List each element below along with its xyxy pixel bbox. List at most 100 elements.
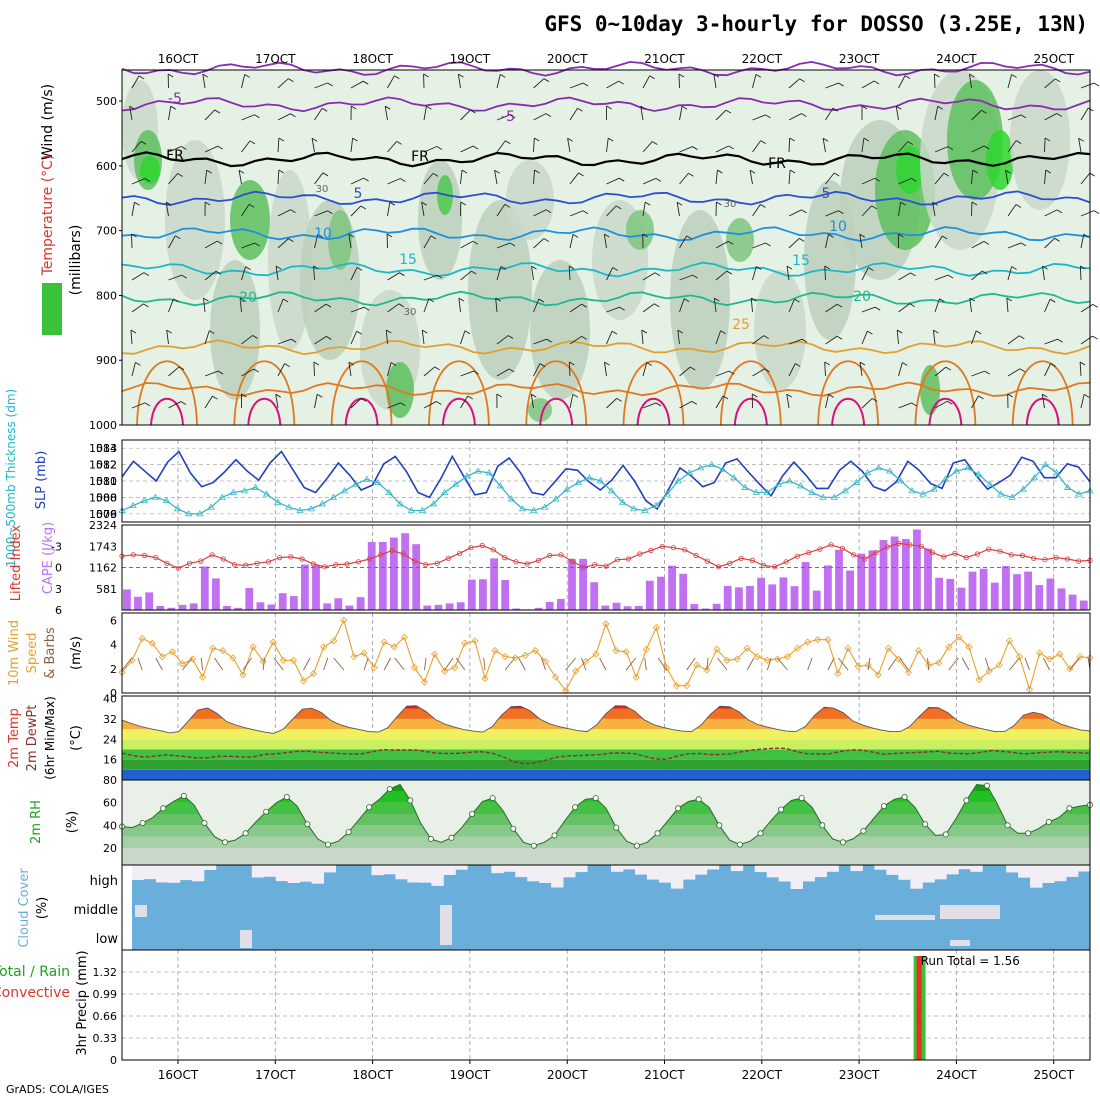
thickness-point [296,506,304,513]
wind-barb-flag [170,105,177,110]
date-label-bottom: 22OCT [742,1068,783,1082]
wind-barb-flag [350,105,357,110]
wind-barb-flag [765,114,771,119]
cape-bar [289,596,298,610]
precip-tick-label: 1.32 [93,966,118,979]
cape-bar [968,571,977,610]
wind-barb [423,106,427,121]
wind-barb [314,172,324,185]
wind-barb-flag [398,303,405,308]
wind-barb [969,298,972,313]
date-label-bottom: 24OCT [936,1068,977,1082]
wind-barb-flag [436,401,442,405]
cape-bar [512,608,521,610]
wind-barb-flag [717,169,723,174]
wind-barb-flag [244,73,250,78]
footer-credit: GrADS: COLA/IGES [6,1083,109,1096]
cape-bar [312,565,320,610]
panel-frame [121,612,1091,694]
wind-barb [168,146,182,153]
cape-bar [1024,571,1032,610]
wind-barb [934,366,947,377]
cape-bar [223,606,231,610]
wind-barb-flag [798,238,805,242]
wind-barb-flag [969,297,976,302]
rh-tick-label: 40 [103,819,117,832]
lifted-index-tick-label: -3 [51,540,62,553]
rh-point [716,822,723,829]
cloud-high-gap [646,865,660,880]
wind-barb [314,210,328,217]
thickness-point [507,495,516,502]
cloud-high-gap [754,865,768,873]
wind-barb [679,235,687,249]
rh-point [407,797,414,804]
wind-barb-10m [383,657,392,671]
cape-bar [501,580,510,610]
thickness-point [808,488,816,495]
wind-barb [533,137,535,153]
cape-bar [924,548,932,610]
wind-barb [788,363,796,377]
wind-barb [752,74,757,89]
wind-barb [1080,304,1093,313]
cloud-high-gap [191,865,205,882]
cape-bar [590,582,599,610]
wind-barb [460,370,474,377]
wind-barb-flag [467,395,474,400]
wind-barb [679,400,693,409]
wind-barb-flag [348,233,355,238]
rh-band [122,825,1090,837]
wind-barb-flag [386,329,392,334]
temperature-line [121,705,1091,734]
wind-speed-point [753,653,761,661]
wind-barb [1044,299,1051,313]
wind-barb [423,298,430,313]
ylabel-wind: Wind (m/s) [40,84,56,160]
wind-barb-flag [871,205,877,210]
wind-speed-point [491,647,499,655]
wind-speed-point [229,654,237,662]
lifted-index-point [749,557,755,564]
wind-barb-flag [363,80,369,85]
wind-barb [387,303,400,313]
wind-barb [788,78,800,89]
wind-barb [642,202,646,217]
wind-speed-point [521,651,529,659]
wind-barb [971,241,985,249]
date-label-top: 18OCT [352,52,393,66]
wind-speed-point [370,663,378,672]
wind-barb-flag [275,265,282,270]
rh-point [654,830,661,837]
wind-barb-10m [200,657,204,671]
rh-point [963,797,970,804]
wind-barb [825,394,829,409]
thickness-point [340,487,349,494]
wind-barb-10m [777,657,788,671]
ylabel-precip-total: Total / Rain [0,964,70,980]
wind-barb [350,331,358,345]
cloud-gap [950,940,970,946]
cloud-high-gap [407,865,420,883]
lifted-index-point [535,557,542,564]
contour-label: 30 [724,199,737,210]
wind-barb [241,335,253,345]
wind-barb-10m [565,657,577,671]
wind-barb [496,242,511,249]
thickness-point [719,465,727,472]
cloud-high-gap [1078,865,1091,872]
wind-speed-point [189,655,197,663]
wind-barb [861,138,865,153]
cape-bar [256,602,265,610]
thickness-point [173,505,182,512]
cape-bar [334,598,343,610]
thickness-point [763,488,772,495]
cape-bar [812,590,821,610]
wind-barb [533,338,547,345]
wind-barb-flag [245,266,251,270]
thickness-point [1019,485,1027,492]
wind-speed-point [783,653,792,661]
slp-tick-label: 1006 [89,508,117,521]
cape-bar [200,566,209,610]
thickness-point [863,469,872,476]
